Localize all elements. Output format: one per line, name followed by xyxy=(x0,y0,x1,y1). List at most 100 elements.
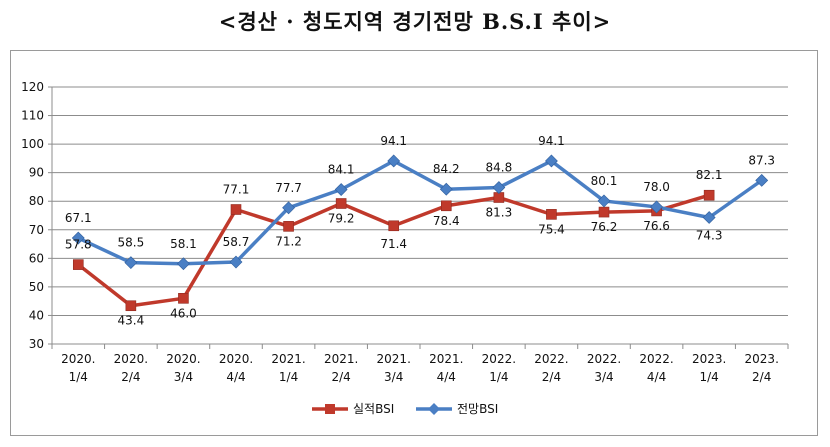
x-tick-label-year: 2021. xyxy=(271,352,305,366)
data-label: 46.0 xyxy=(170,306,197,320)
legend-label: 실적BSI xyxy=(353,402,394,416)
data-label: 71.2 xyxy=(275,234,302,248)
x-tick-label-quarter: 1/4 xyxy=(69,370,88,384)
x-tick-label-quarter: 1/4 xyxy=(279,370,298,384)
data-label: 77.1 xyxy=(223,183,250,197)
data-label: 78.4 xyxy=(433,214,460,228)
marker-diamond xyxy=(755,173,769,187)
marker-square xyxy=(388,220,400,232)
data-label: 81.3 xyxy=(485,206,512,220)
data-label: 58.1 xyxy=(170,237,197,251)
marker-square xyxy=(703,189,715,201)
legend-marker-diamond xyxy=(428,403,440,415)
y-tick-label: 70 xyxy=(29,223,44,237)
marker-square xyxy=(335,198,347,209)
data-label: 76.2 xyxy=(591,220,618,234)
x-tick-label-quarter: 3/4 xyxy=(174,370,193,384)
x-tick-label-year: 2020. xyxy=(219,352,253,366)
data-label: 67.1 xyxy=(65,211,92,225)
x-tick-label-year: 2022. xyxy=(639,352,673,366)
marker-diamond xyxy=(124,256,138,270)
marker-square xyxy=(493,192,505,203)
marker-square xyxy=(230,204,242,215)
x-tick-label-quarter: 1/4 xyxy=(489,370,508,384)
x-tick-label-year: 2022. xyxy=(482,352,516,366)
data-label: 76.6 xyxy=(643,219,670,233)
x-tick-label-quarter: 2/4 xyxy=(542,370,561,384)
x-axis: 2020. 1/4 2020. 2/4 2020. 3/4 2020. 4/4 2021. 1/4… xyxy=(51,343,789,384)
marker-square xyxy=(440,200,452,212)
x-tick-label-quarter: 4/4 xyxy=(647,370,666,384)
data-label: 77.7 xyxy=(275,181,302,195)
y-tick-label: 100 xyxy=(21,137,44,151)
data-label: 58.5 xyxy=(117,236,144,250)
data-label: 71.4 xyxy=(380,237,407,251)
marker-diamond xyxy=(229,255,243,269)
marker-diamond xyxy=(177,257,190,271)
marker-diamond xyxy=(334,183,348,196)
marker-diamond xyxy=(71,231,85,245)
y-tick-label: 50 xyxy=(29,280,44,294)
y-tick-label: 60 xyxy=(29,251,44,265)
series-markers xyxy=(71,154,769,312)
y-tick-label: 40 xyxy=(29,308,44,322)
marker-square xyxy=(125,300,137,312)
x-tick-label-quarter: 1/4 xyxy=(699,370,718,384)
x-tick-label-quarter: 4/4 xyxy=(226,370,245,384)
data-label: 80.1 xyxy=(591,174,618,188)
x-tick-label-quarter: 3/4 xyxy=(594,370,613,384)
marker-diamond xyxy=(492,181,506,194)
marker-diamond xyxy=(597,194,611,208)
legend-label: 전망BSI xyxy=(457,402,498,416)
marker-diamond xyxy=(282,201,295,215)
x-tick-label-quarter: 3/4 xyxy=(384,370,403,384)
marker-square xyxy=(178,293,189,304)
data-labels: 57.8 43.4 46.0 77.1 71.2 79.2 71.4 78.4 81.3 75.4… xyxy=(65,134,775,328)
x-tick-label-year: 2020. xyxy=(166,352,200,366)
x-tick-label-year: 2022. xyxy=(587,352,621,366)
marker-square xyxy=(546,209,557,220)
data-label: 84.2 xyxy=(433,162,460,176)
x-tick-label-year: 2021. xyxy=(377,352,411,366)
marker-diamond xyxy=(545,154,558,168)
marker-diamond xyxy=(439,182,453,196)
y-tick-label: 120 xyxy=(21,80,44,94)
marker-diamond xyxy=(387,154,401,168)
data-label: 94.1 xyxy=(380,134,407,148)
x-tick-label-quarter: 2/4 xyxy=(331,370,350,384)
y-axis: 30 40 50 60 70 80 90 100 110 120 xyxy=(21,80,53,351)
x-tick-label-quarter: 2/4 xyxy=(752,370,771,384)
data-label: 94.1 xyxy=(538,134,565,148)
x-tick-label-year: 2020. xyxy=(114,352,148,366)
series-line-1 xyxy=(77,159,763,266)
data-label: 79.2 xyxy=(328,212,355,226)
chart-title: <경산 · 청도지역 경기전망 B.S.I 추이> xyxy=(218,9,612,34)
marker-diamond xyxy=(702,211,716,224)
data-label: 84.1 xyxy=(328,163,355,177)
y-tick-label: 90 xyxy=(29,166,44,180)
gridlines xyxy=(52,86,788,345)
legend-marker-square xyxy=(325,404,335,414)
x-tick-label-quarter: 2/4 xyxy=(121,370,140,384)
data-label: 82.1 xyxy=(696,168,723,182)
x-tick-label-year: 2023. xyxy=(745,352,779,366)
data-label: 57.8 xyxy=(65,238,92,252)
y-tick-label: 80 xyxy=(29,194,44,208)
y-tick-label: 110 xyxy=(21,109,44,123)
x-tick-label-year: 2021. xyxy=(429,352,463,366)
marker-square xyxy=(283,221,294,232)
x-tick-label-year: 2020. xyxy=(61,352,95,366)
x-tick-label-quarter: 4/4 xyxy=(437,370,456,384)
x-tick-label-year: 2022. xyxy=(534,352,568,366)
data-label: 78.0 xyxy=(643,180,670,194)
legend: 실적BSI 전망BSI xyxy=(312,402,498,416)
marker-square xyxy=(598,206,610,218)
data-label: 74.3 xyxy=(696,228,723,242)
data-label: 58.7 xyxy=(223,235,250,249)
x-tick-label-year: 2023. xyxy=(692,352,726,366)
data-label: 75.4 xyxy=(538,222,565,236)
data-label: 43.4 xyxy=(117,314,144,328)
data-label: 87.3 xyxy=(748,153,775,167)
data-label: 84.8 xyxy=(485,161,512,175)
